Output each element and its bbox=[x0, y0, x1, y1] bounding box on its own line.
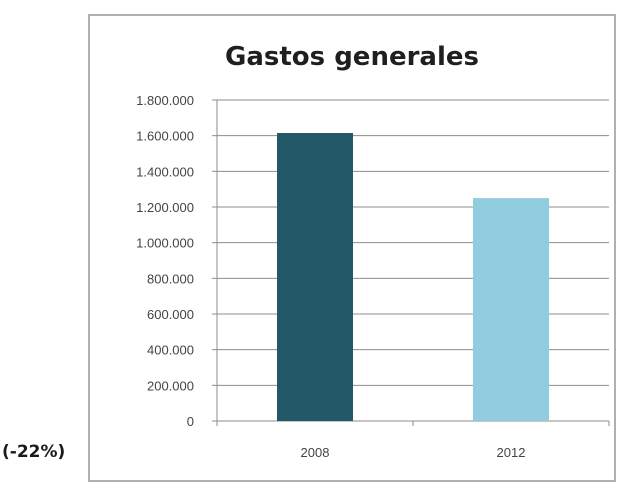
y-tick-label: 1.200.000 bbox=[136, 200, 194, 215]
y-tick-label: 1.800.000 bbox=[136, 93, 194, 108]
x-tick-label: 2012 bbox=[497, 445, 526, 460]
y-tick-label: 1.400.000 bbox=[136, 164, 194, 179]
y-tick-label: 1.600.000 bbox=[136, 129, 194, 144]
change-annotation: (-22%) bbox=[2, 442, 66, 462]
x-tick-label: 2008 bbox=[301, 445, 330, 460]
y-tick-label: 1.000.000 bbox=[136, 236, 194, 251]
y-tick-label: 400.000 bbox=[147, 343, 194, 358]
bar-2012 bbox=[473, 198, 549, 421]
chart-title: Gastos generales bbox=[225, 42, 479, 72]
bar-2008 bbox=[277, 132, 353, 421]
y-tick-label: 600.000 bbox=[147, 307, 194, 322]
y-tick-label: 0 bbox=[187, 414, 194, 429]
y-tick-label: 800.000 bbox=[147, 271, 194, 286]
y-tick-label: 200.000 bbox=[147, 378, 194, 393]
